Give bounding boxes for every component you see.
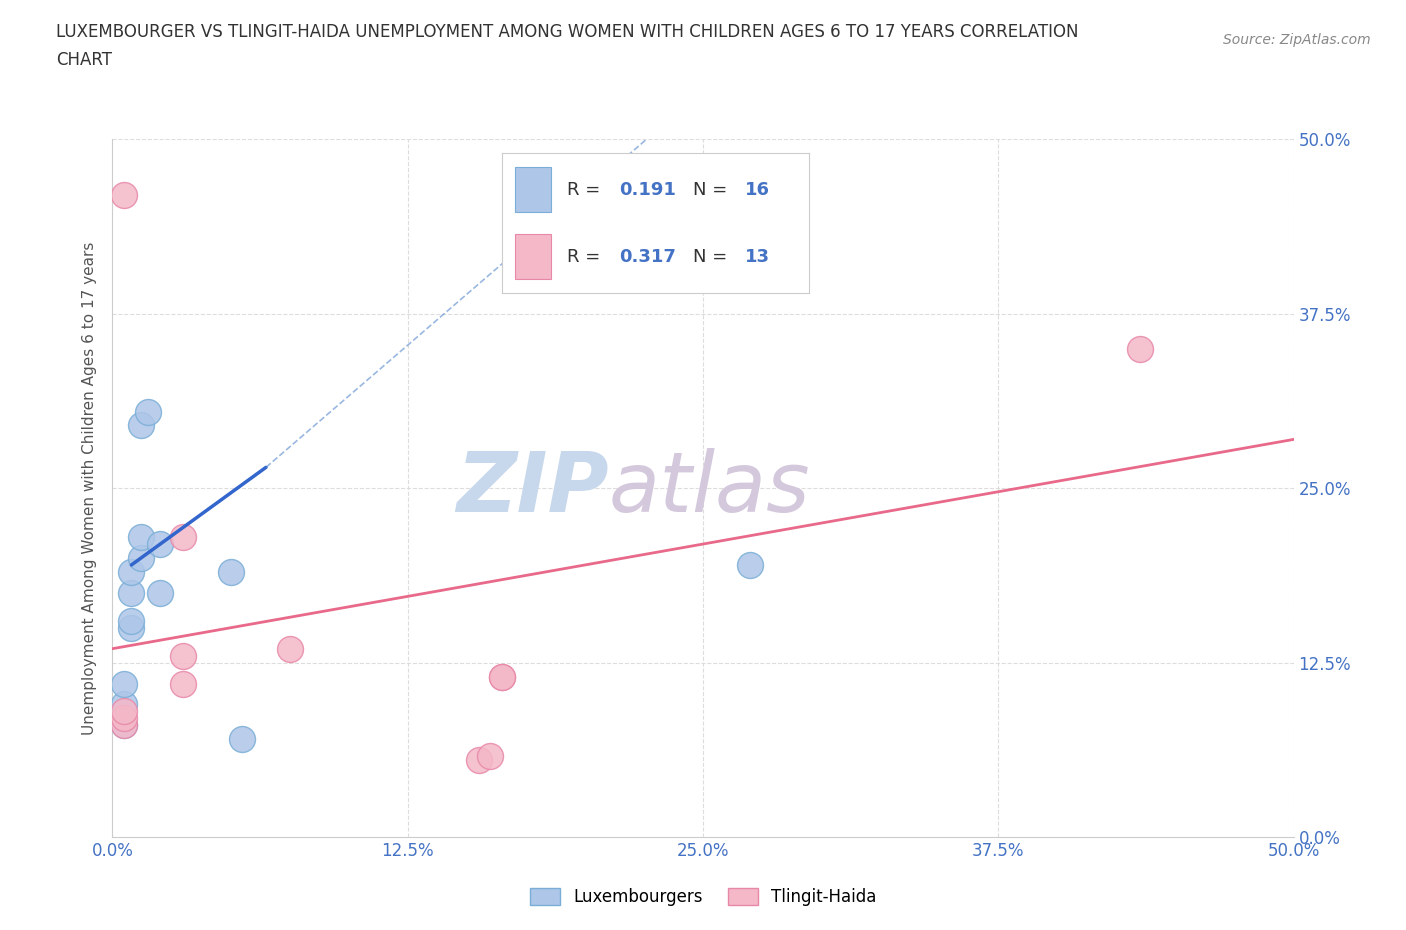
Point — [129, 530, 152, 545]
Y-axis label: Unemployment Among Women with Children Ages 6 to 17 years: Unemployment Among Women with Children A… — [82, 242, 97, 735]
Point — [112, 718, 135, 733]
Point — [172, 676, 194, 691]
Text: atlas: atlas — [609, 447, 810, 529]
Point — [112, 711, 135, 725]
Point — [129, 418, 152, 433]
Point — [120, 586, 142, 601]
Point — [467, 753, 489, 768]
Text: CHART: CHART — [56, 51, 112, 69]
Text: Source: ZipAtlas.com: Source: ZipAtlas.com — [1223, 33, 1371, 46]
Point — [120, 620, 142, 635]
Point — [219, 565, 242, 579]
Point — [120, 614, 142, 629]
Point — [120, 565, 142, 579]
Point — [479, 749, 502, 764]
Legend: Luxembourgers, Tlingit-Haida: Luxembourgers, Tlingit-Haida — [523, 881, 883, 912]
Point — [112, 188, 135, 203]
Point — [278, 642, 301, 657]
Point — [112, 676, 135, 691]
Text: LUXEMBOURGER VS TLINGIT-HAIDA UNEMPLOYMENT AMONG WOMEN WITH CHILDREN AGES 6 TO 1: LUXEMBOURGER VS TLINGIT-HAIDA UNEMPLOYME… — [56, 23, 1078, 41]
Point — [136, 404, 159, 418]
Point — [491, 670, 513, 684]
Point — [112, 698, 135, 712]
Point — [149, 537, 172, 551]
Point — [491, 670, 513, 684]
Point — [112, 718, 135, 733]
Point — [1129, 341, 1152, 356]
Point — [740, 558, 762, 573]
Point — [149, 586, 172, 601]
Point — [129, 551, 152, 565]
Text: ZIP: ZIP — [456, 447, 609, 529]
Point — [172, 530, 194, 545]
Point — [231, 732, 253, 747]
Point — [112, 704, 135, 719]
Point — [172, 648, 194, 663]
